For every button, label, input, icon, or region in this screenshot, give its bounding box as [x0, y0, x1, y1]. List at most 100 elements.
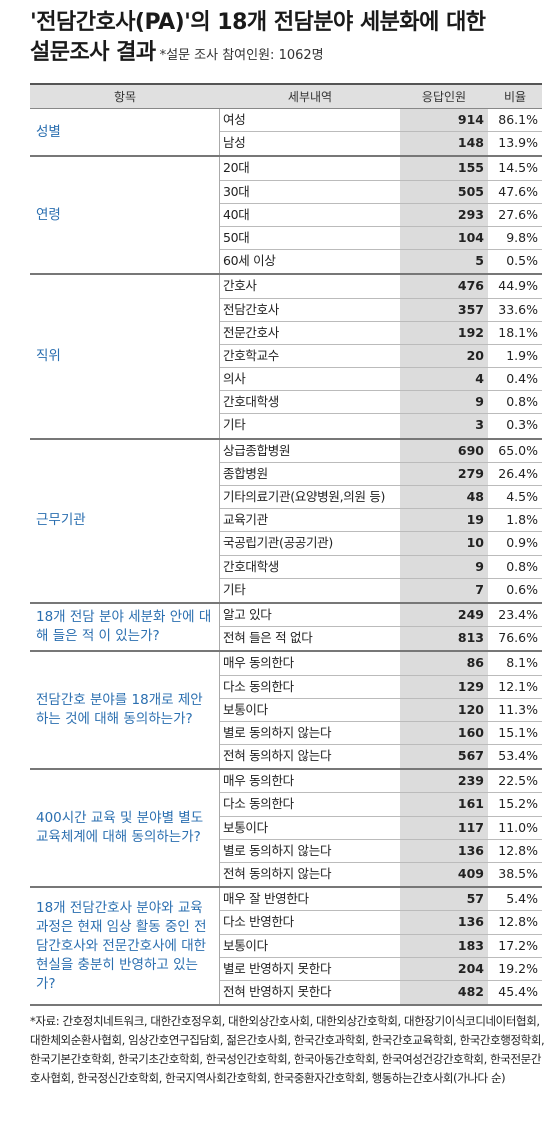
ratio-cell: 22.5% [498, 773, 538, 789]
count-cell: 9 [400, 391, 488, 414]
detail-cell: 별로 동의하지 않는다 [223, 842, 332, 858]
count-cell: 120 [400, 698, 488, 721]
table-row: 전혀 들은 적 없다 813 76.6% [220, 627, 542, 651]
detail-cell: 국공립기관(공공기관) [223, 535, 333, 551]
table-row: 남성 148 13.9% [220, 132, 542, 156]
detail-cell: 다소 동의한다 [223, 796, 294, 812]
count-cell: 476 [400, 275, 488, 298]
count-cell: 914 [400, 109, 488, 132]
table-group: 전담간호 분야를 18개로 제안하는 것에 대해 동의하는가? 매우 동의한다 86… [30, 652, 542, 771]
detail-cell: 간호대학생 [223, 558, 280, 574]
table-row: 의사 4 0.4% [220, 368, 542, 392]
detail-cell: 기타 [223, 417, 246, 433]
count-cell: 279 [400, 462, 488, 485]
detail-cell: 전혀 동의하지 않는다 [223, 748, 332, 764]
ratio-cell: 9.8% [506, 229, 538, 245]
participants-note: *설문 조사 참여인원: 1062명 [159, 48, 324, 63]
count-cell: 129 [400, 675, 488, 698]
count-cell: 86 [400, 652, 488, 675]
table-row: 기타의료기관(요양병원,의원 등) 48 4.5% [220, 486, 542, 510]
table-group: 근무기관 상급종합병원 690 65.0% 종합병원 279 26.4% 기타의료기관(요양병… [30, 439, 542, 604]
detail-cell: 50대 [223, 229, 250, 245]
count-cell: 161 [400, 793, 488, 816]
header-ratio: 비율 [503, 90, 527, 104]
table-row: 여성 914 86.1% [220, 109, 542, 133]
table-row: 간호사 476 44.9% [220, 275, 542, 299]
count-cell: 690 [400, 439, 488, 462]
detail-cell: 다소 동의한다 [223, 678, 294, 694]
ratio-cell: 38.5% [498, 866, 538, 881]
ratio-cell: 12.8% [498, 842, 538, 858]
table-body: 성별 여성 914 86.1% 남성 148 13.9% 연령 20대 155 14.5% 30대 50… [30, 109, 542, 1007]
ratio-cell: 0.5% [506, 253, 538, 269]
table-row: 간호학교수 20 1.9% [220, 344, 542, 369]
table-row: 30대 505 47.6% [220, 180, 542, 204]
table-row: 전문간호사 192 18.1% [220, 321, 542, 345]
ratio-cell: 1.9% [506, 347, 538, 363]
title-line-1: '전담간호사(PA)'의 18개 전담분야 세분화에 대한 [30, 10, 486, 35]
ratio-cell: 4.5% [506, 489, 538, 504]
table-row: 별로 동의하지 않는다 160 15.1% [220, 721, 542, 746]
survey-table: 항목 세부내역 응답인원 비율 성별 여성 914 86.1% 남성 148 13.9% 연령… [30, 83, 542, 1007]
page-title: '전담간호사(PA)'의 18개 전담분야 세분화에 대한 설문조사 결과 *설문… [30, 8, 550, 71]
count-cell: 293 [400, 203, 488, 226]
table-group: 직위 간호사 476 44.9% 전담간호사 357 33.6% 전문간호사 192 18.1% 간… [30, 275, 542, 440]
table-header: 항목 세부내역 응답인원 비율 [30, 83, 542, 109]
ratio-cell: 0.9% [506, 535, 538, 551]
detail-cell: 간호사 [223, 278, 257, 294]
count-cell: 4 [400, 368, 488, 391]
table-row: 보통이다 120 11.3% [220, 698, 542, 722]
detail-cell: 기타 [223, 581, 246, 597]
ratio-cell: 0.8% [506, 394, 538, 410]
ratio-cell: 15.1% [498, 724, 538, 740]
detail-cell: 20대 [223, 160, 250, 176]
ratio-cell: 11.3% [498, 701, 538, 717]
detail-cell: 의사 [223, 371, 246, 387]
ratio-cell: 0.8% [506, 558, 538, 574]
ratio-cell: 12.1% [498, 678, 538, 694]
table-row: 간호대학생 9 0.8% [220, 555, 542, 579]
detail-cell: 40대 [223, 206, 250, 222]
table-row: 매우 동의한다 239 22.5% [220, 770, 542, 794]
ratio-cell: 26.4% [498, 465, 538, 481]
table-row: 40대 293 27.6% [220, 203, 542, 227]
table-row: 전혀 반영하지 못한다 482 45.4% [220, 980, 542, 1005]
detail-cell: 종합병원 [223, 465, 268, 481]
table-row: 다소 동의한다 161 15.2% [220, 793, 542, 817]
table-row: 기타 7 0.6% [220, 578, 542, 602]
group-label: 직위 [30, 275, 220, 438]
detail-cell: 매우 동의한다 [223, 773, 294, 789]
table-row: 국공립기관(공공기관) 10 0.9% [220, 532, 542, 556]
table-group: 18개 전담간호사 분야와 교육과정은 현재 임상 활동 중인 전담간호사와 전… [30, 888, 542, 1007]
table-group: 연령 20대 155 14.5% 30대 505 47.6% 40대 293 27.6% 50대 10… [30, 157, 542, 276]
ratio-cell: 17.2% [498, 937, 538, 953]
table-row: 알고 있다 249 23.4% [220, 603, 542, 628]
table-row: 전혀 동의하지 않는다 409 38.5% [220, 863, 542, 887]
detail-cell: 보통이다 [223, 701, 268, 717]
count-cell: 48 [400, 486, 488, 509]
count-cell: 160 [400, 721, 488, 745]
ratio-cell: 47.6% [498, 183, 538, 199]
detail-cell: 매우 동의한다 [223, 655, 294, 671]
table-group: 성별 여성 914 86.1% 남성 148 13.9% [30, 109, 542, 158]
table-row: 기타 3 0.3% [220, 414, 542, 438]
detail-cell: 교육기관 [223, 512, 268, 528]
count-cell: 20 [400, 344, 488, 368]
group-label: 18개 전담간호사 분야와 교육과정은 현재 임상 활동 중인 전담간호사와 전… [30, 888, 220, 1005]
ratio-cell: 8.1% [506, 655, 538, 671]
title-line-2: 설문조사 결과 *설문 조사 참여인원: 1062명 [30, 38, 550, 71]
group-label: 전담간호 분야를 18개로 제안하는 것에 대해 동의하는가? [30, 652, 220, 769]
table-row: 전혀 동의하지 않는다 567 53.4% [220, 745, 542, 769]
count-cell: 10 [400, 532, 488, 555]
ratio-cell: 18.1% [498, 324, 538, 340]
count-cell: 57 [400, 888, 488, 911]
ratio-cell: 19.2% [498, 960, 538, 976]
detail-cell: 간호학교수 [223, 347, 280, 363]
detail-cell: 남성 [223, 135, 246, 151]
detail-cell: 전혀 동의하지 않는다 [223, 866, 332, 881]
count-cell: 204 [400, 957, 488, 980]
ratio-cell: 13.9% [498, 135, 538, 151]
ratio-cell: 45.4% [498, 983, 538, 999]
ratio-cell: 27.6% [498, 206, 538, 222]
detail-cell: 상급종합병원 [223, 442, 291, 458]
